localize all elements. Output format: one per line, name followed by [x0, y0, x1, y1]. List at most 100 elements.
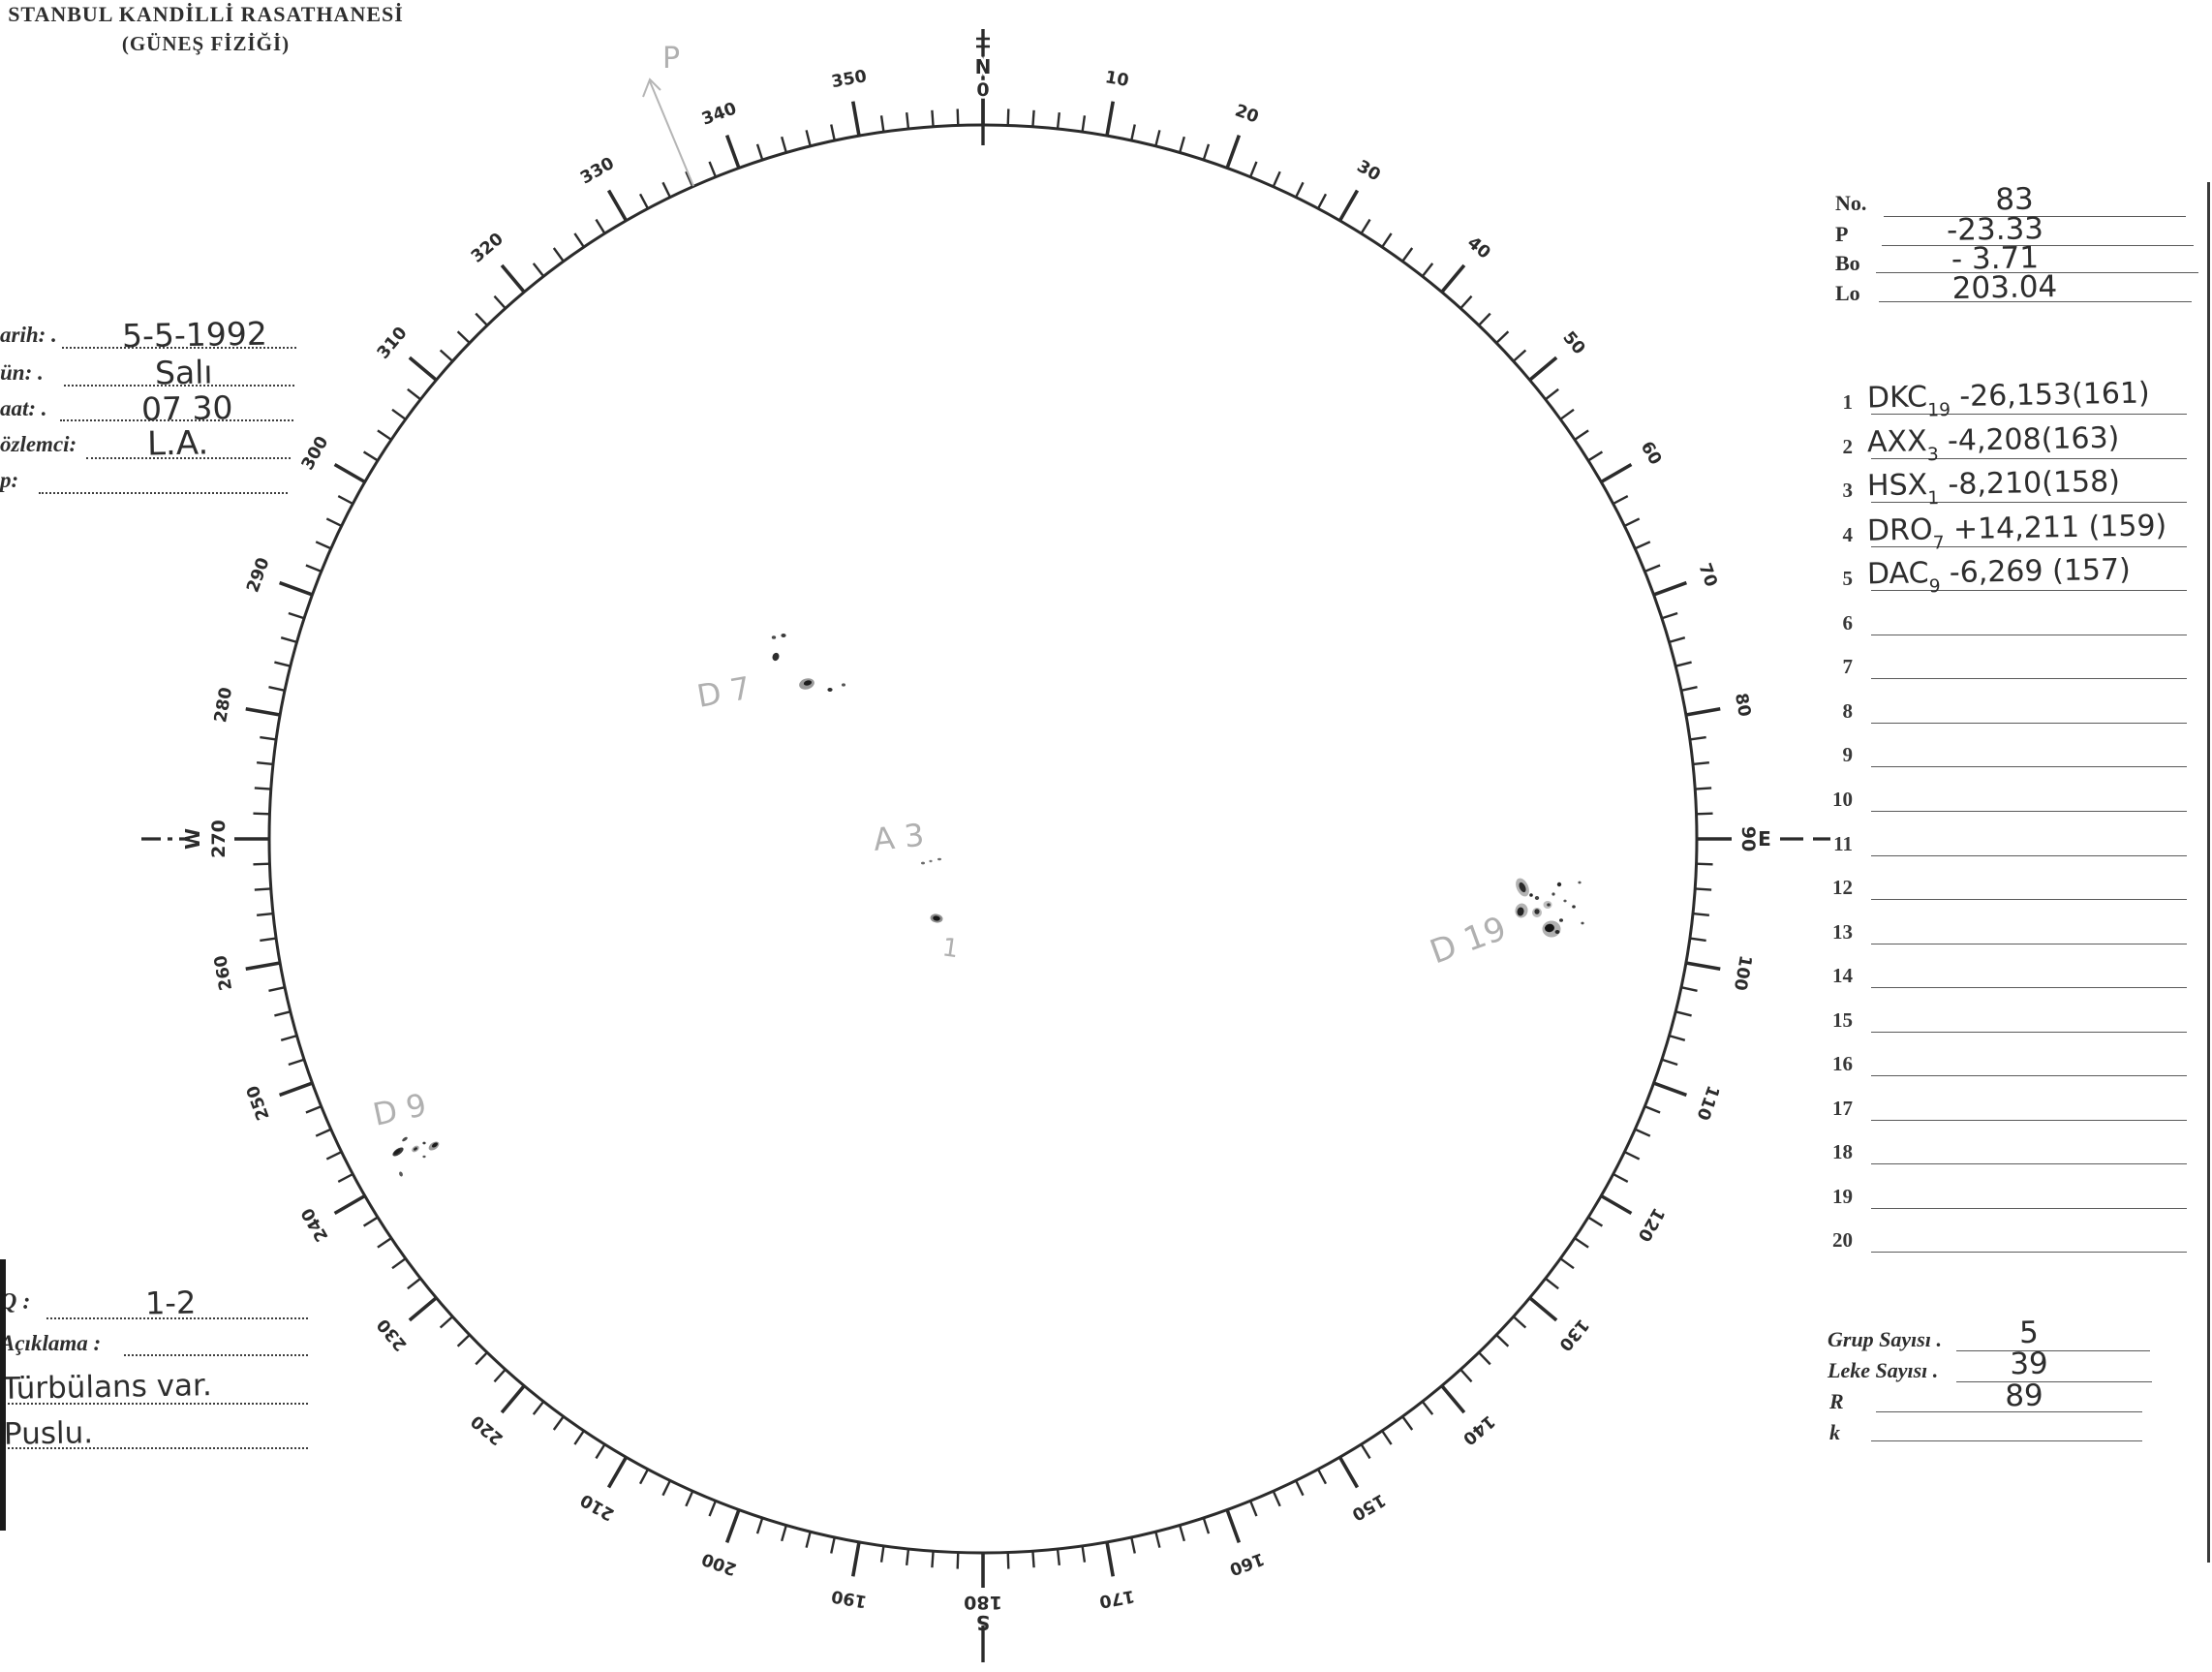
degree-label: 290	[243, 555, 273, 595]
sunspot	[933, 915, 940, 921]
group-row-line	[1871, 1252, 2187, 1254]
group-row-number: 19	[1832, 1184, 1853, 1208]
group-row-number: 3	[1842, 479, 1854, 503]
sunspot	[1554, 930, 1560, 934]
group-row-line	[1871, 457, 2187, 459]
degree-label: 310	[374, 324, 412, 363]
sunspot	[1534, 909, 1540, 914]
r-value: 89	[2004, 1378, 2044, 1414]
degree-label: 100	[1730, 953, 1755, 991]
scan-edge-left	[0, 1259, 6, 1531]
field-tip-line	[39, 492, 288, 494]
degree-label: 250	[243, 1083, 273, 1123]
field-saat-label: aat: .	[0, 396, 47, 420]
south-degree: 180	[964, 1592, 1002, 1613]
sunspot	[1563, 899, 1567, 903]
degree-label: 300	[298, 433, 333, 474]
sunspot	[842, 683, 845, 687]
north-letter: N	[975, 55, 992, 78]
sunspot	[402, 1136, 408, 1142]
degree-label: 230	[374, 1315, 412, 1354]
degree-label: 150	[1348, 1490, 1389, 1525]
group-row-line	[1871, 810, 2187, 812]
degree-label: 130	[1554, 1315, 1592, 1354]
group-row-number: 9	[1842, 743, 1854, 767]
west-letter: W	[181, 828, 204, 850]
sunspot	[422, 1155, 426, 1159]
group-row-line	[1871, 678, 2187, 680]
sunspot	[1534, 896, 1540, 900]
group-row-line	[1871, 1207, 2187, 1209]
sunspot	[1559, 918, 1563, 922]
spot-1-label: 1	[940, 933, 961, 964]
degree-label: 260	[211, 953, 236, 991]
obs-bo-label: Bo	[1835, 251, 1860, 275]
note-turbulans-line	[0, 1403, 308, 1405]
degree-label: 340	[699, 99, 739, 129]
field-tarih-value: 5-5-1992	[121, 314, 268, 356]
aciklama-line	[124, 1354, 308, 1356]
q-value: 1-2	[144, 1284, 197, 1322]
obs-p-label: P	[1835, 222, 1849, 246]
d7-label: D 7	[694, 669, 753, 715]
sunspot	[399, 1171, 403, 1177]
sunspot	[1547, 903, 1551, 907]
group-row-line	[1871, 1075, 2187, 1077]
solar-disk-rim	[267, 123, 1699, 1555]
sunspot	[1578, 881, 1582, 884]
field-gun-label: ün: .	[0, 360, 44, 385]
north-degree: 0	[976, 79, 989, 101]
scan-edge-right	[2207, 182, 2210, 1563]
sunspot	[1556, 882, 1562, 887]
obs-no-line	[1884, 216, 2186, 217]
group-row-line	[1871, 854, 2187, 856]
sunspot	[772, 652, 780, 662]
obs-lo-line	[1879, 301, 2192, 302]
sunspot	[937, 857, 941, 861]
degree-label: 120	[1634, 1204, 1669, 1245]
sunspot	[1572, 905, 1576, 909]
field-tarih-line	[62, 347, 296, 349]
group-row-number: 16	[1832, 1052, 1853, 1076]
degree-label: 10	[1103, 68, 1129, 91]
sunspot	[1551, 892, 1555, 896]
k-line	[1871, 1440, 2142, 1441]
observatory-title: STANBUL KANDİLLİ RASATHANESİ	[8, 2, 404, 26]
grup-sayisi-line	[1956, 1350, 2150, 1351]
degree-label: 280	[211, 686, 236, 724]
pencil-annotations: P D 7 A 3 D 19 D 9 1	[370, 42, 1512, 1133]
sunspot	[803, 680, 813, 686]
group-row-entry: DAC9 -6,269 (157)	[1866, 552, 2132, 598]
group-row-entry: HSX1 -8,210(158)	[1866, 464, 2121, 510]
group-row-number: 8	[1842, 698, 1854, 723]
group-row-line	[1871, 1163, 2187, 1165]
south-letter: S	[976, 1611, 990, 1634]
obs-lo-label: Lo	[1835, 281, 1860, 305]
east-degree: 90	[1737, 826, 1759, 851]
degree-label: 220	[468, 1410, 507, 1448]
group-row-line	[1871, 502, 2187, 504]
group-row-line	[1871, 722, 2187, 724]
degree-label: 110	[1692, 1083, 1722, 1123]
group-row-number: 15	[1832, 1007, 1853, 1032]
group-row-line	[1871, 987, 2187, 989]
obs-no-label: No.	[1835, 191, 1867, 215]
degree-label: 240	[298, 1204, 333, 1245]
degree-label: 190	[830, 1586, 868, 1611]
degree-label: 20	[1232, 101, 1261, 127]
field-tarih-label: arih: .	[0, 323, 57, 347]
group-row-line	[1871, 545, 2187, 547]
group-row-line	[1871, 899, 2187, 901]
obs-bo-line	[1876, 272, 2198, 273]
group-row-line	[1871, 1031, 2187, 1033]
degree-label: 350	[830, 67, 868, 92]
group-row-number: 17	[1832, 1096, 1853, 1120]
r-label: R	[1829, 1389, 1844, 1413]
group-row-number: 10	[1832, 787, 1853, 811]
group-row-line	[1871, 766, 2187, 768]
group-row-number: 11	[1833, 831, 1853, 855]
p-arrow-head	[642, 77, 661, 98]
